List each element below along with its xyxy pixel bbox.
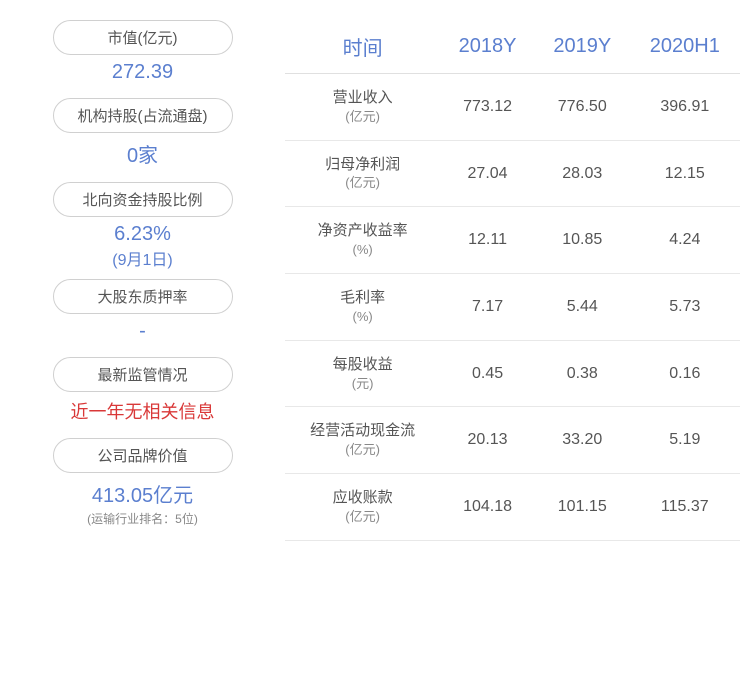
financial-table: 时间 2018Y 2019Y 2020H1 营业收入 (亿元) 773.12 7… (285, 20, 740, 541)
value-cell: 10.85 (535, 207, 630, 274)
market-cap-value: 272.39 (112, 61, 173, 84)
value-cell: 12.11 (440, 207, 535, 274)
table-row: 营业收入 (亿元) 773.12 776.50 396.91 (285, 74, 740, 141)
value-cell: 0.45 (440, 340, 535, 407)
value-cell: 115.37 (630, 474, 740, 541)
right-panel: 时间 2018Y 2019Y 2020H1 营业收入 (亿元) 773.12 7… (275, 20, 740, 658)
metric-unit: (元) (293, 376, 432, 393)
northbound-holding-value: 6.23% (9月1日) (112, 223, 172, 271)
value-cell: 0.16 (630, 340, 740, 407)
regulatory-status-label: 最新监管情况 (53, 357, 233, 392)
table-row: 每股收益 (元) 0.45 0.38 0.16 (285, 340, 740, 407)
metric-name: 归母净利润 (325, 156, 400, 173)
value-cell: 5.44 (535, 274, 630, 341)
brand-value-note: (运输行业排名：5位) (87, 510, 198, 527)
metric-unit: (%) (293, 309, 432, 326)
metric-name: 毛利率 (340, 289, 385, 306)
pledge-ratio-label: 大股东质押率 (53, 279, 233, 314)
metric-cell: 毛利率 (%) (285, 274, 440, 341)
value-cell: 27.04 (440, 140, 535, 207)
table-header-row: 时间 2018Y 2019Y 2020H1 (285, 20, 740, 74)
value-cell: 4.24 (630, 207, 740, 274)
col-2018y: 2018Y (440, 20, 535, 74)
institutional-holding-label: 机构持股(占流通盘) (53, 98, 233, 133)
value-cell: 101.15 (535, 474, 630, 541)
metric-name: 应收账款 (333, 489, 393, 506)
table-row: 经营活动现金流 (亿元) 20.13 33.20 5.19 (285, 407, 740, 474)
metric-name: 经营活动现金流 (310, 422, 415, 439)
brand-value-label: 公司品牌价值 (53, 438, 233, 473)
metric-cell: 应收账款 (亿元) (285, 474, 440, 541)
metric-cell: 营业收入 (亿元) (285, 74, 440, 141)
northbound-holding-label: 北向资金持股比例 (53, 182, 233, 217)
regulatory-status-value: 近一年无相关信息 (71, 398, 215, 424)
metric-unit: (亿元) (293, 109, 432, 126)
pledge-ratio-value: - (139, 320, 146, 343)
metric-name: 每股收益 (333, 356, 393, 373)
metric-name: 净资产收益率 (318, 222, 408, 239)
left-panel: 市值(亿元) 272.39 机构持股(占流通盘) 0家 北向资金持股比例 6.2… (10, 20, 275, 658)
col-2020h1: 2020H1 (630, 20, 740, 74)
metric-unit: (%) (293, 242, 432, 259)
table-row: 毛利率 (%) 7.17 5.44 5.73 (285, 274, 740, 341)
value-cell: 104.18 (440, 474, 535, 541)
metric-cell: 每股收益 (元) (285, 340, 440, 407)
col-time: 时间 (285, 20, 440, 74)
value-cell: 7.17 (440, 274, 535, 341)
value-cell: 28.03 (535, 140, 630, 207)
value-cell: 5.73 (630, 274, 740, 341)
table-row: 归母净利润 (亿元) 27.04 28.03 12.15 (285, 140, 740, 207)
table-row: 应收账款 (亿元) 104.18 101.15 115.37 (285, 474, 740, 541)
metric-cell: 经营活动现金流 (亿元) (285, 407, 440, 474)
northbound-value-text: 6.23% (114, 223, 171, 245)
value-cell: 776.50 (535, 74, 630, 141)
metric-cell: 净资产收益率 (%) (285, 207, 440, 274)
metric-unit: (亿元) (293, 442, 432, 459)
value-cell: 12.15 (630, 140, 740, 207)
value-cell: 5.19 (630, 407, 740, 474)
metric-unit: (亿元) (293, 175, 432, 192)
northbound-date: (9月1日) (112, 252, 172, 269)
market-cap-label: 市值(亿元) (53, 20, 233, 55)
value-cell: 396.91 (630, 74, 740, 141)
brand-value-value: 413.05亿元 (92, 479, 193, 508)
col-2019y: 2019Y (535, 20, 630, 74)
metric-unit: (亿元) (293, 509, 432, 526)
value-cell: 0.38 (535, 340, 630, 407)
metric-cell: 归母净利润 (亿元) (285, 140, 440, 207)
institutional-holding-value: 0家 (127, 139, 158, 168)
table-row: 净资产收益率 (%) 12.11 10.85 4.24 (285, 207, 740, 274)
table-body: 营业收入 (亿元) 773.12 776.50 396.91 归母净利润 (亿元… (285, 74, 740, 541)
value-cell: 20.13 (440, 407, 535, 474)
value-cell: 773.12 (440, 74, 535, 141)
value-cell: 33.20 (535, 407, 630, 474)
metric-name: 营业收入 (333, 89, 393, 106)
